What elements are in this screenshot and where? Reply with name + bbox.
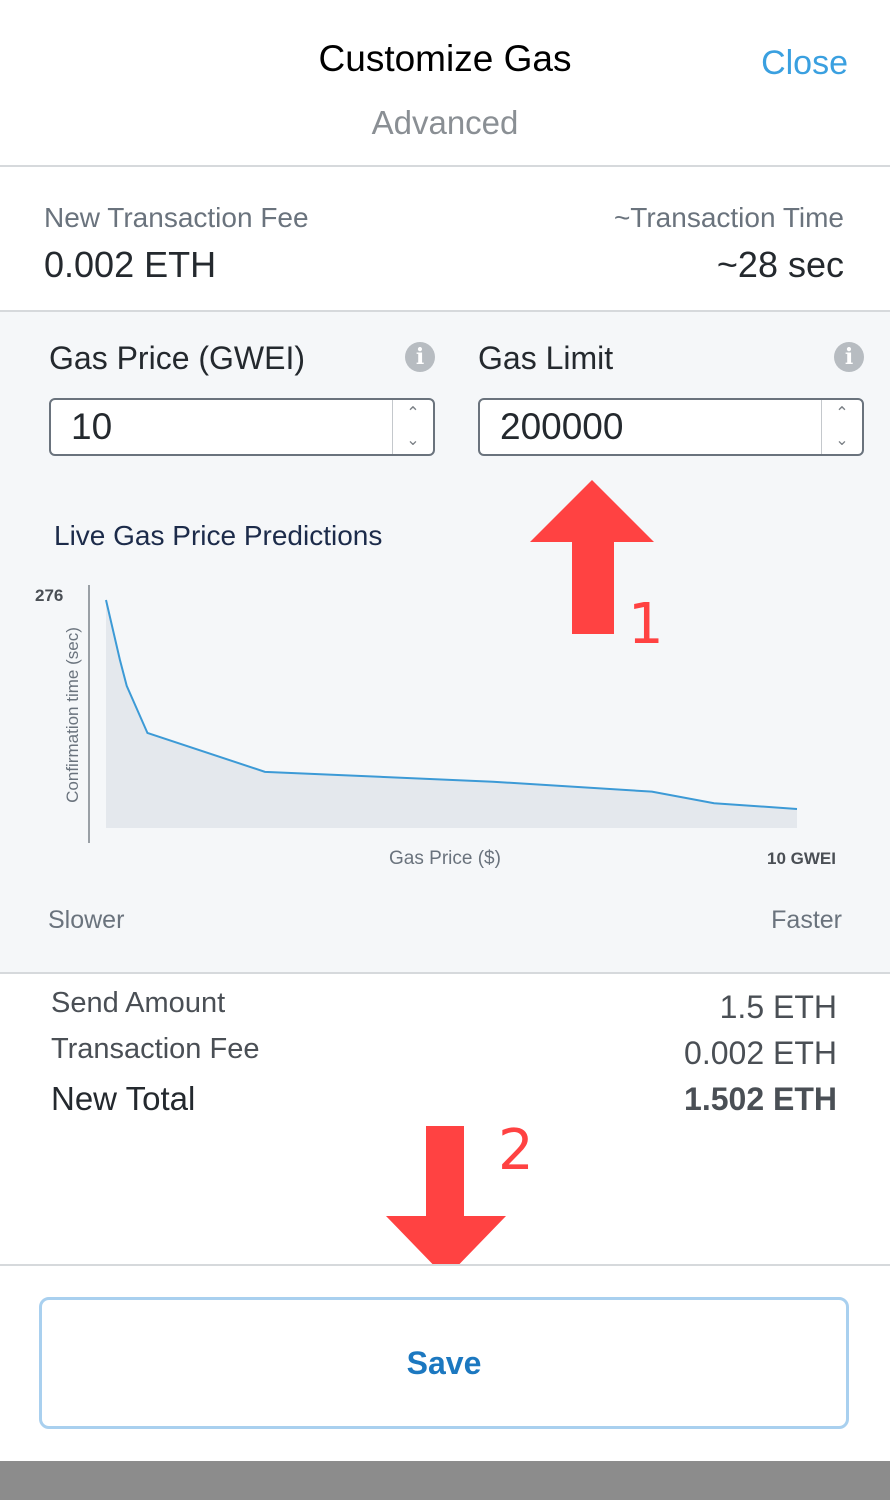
bottom-bar bbox=[0, 1461, 890, 1500]
arrow-up-annotation bbox=[530, 480, 654, 634]
transaction-fee-label: Transaction Fee bbox=[51, 1033, 260, 1065]
step-1-label: 1 bbox=[628, 592, 664, 657]
transaction-time-label: ~Transaction Time bbox=[613, 202, 844, 233]
gas-limit-field: ⌃ ⌄ bbox=[478, 398, 864, 456]
gas-limit-input[interactable] bbox=[480, 400, 824, 454]
chevron-down-icon[interactable]: ⌄ bbox=[835, 432, 849, 449]
gas-limit-stepper: ⌃ ⌄ bbox=[821, 400, 862, 454]
chevron-up-icon[interactable]: ⌃ bbox=[406, 405, 420, 422]
save-button[interactable]: Save bbox=[39, 1297, 849, 1429]
gas-price-stepper: ⌃ ⌄ bbox=[392, 400, 433, 454]
new-fee-value: 0.002 ETH bbox=[44, 244, 217, 285]
page-subtitle: Advanced bbox=[371, 104, 519, 141]
page-title: Customize Gas bbox=[318, 38, 572, 79]
series-area bbox=[106, 600, 797, 828]
chevron-down-icon[interactable]: ⌄ bbox=[406, 432, 420, 449]
y-tick-label: 276 bbox=[35, 586, 63, 605]
y-axis-label: Confirmation time (sec) bbox=[63, 627, 82, 803]
info-icon[interactable]: i bbox=[834, 342, 864, 372]
chevron-up-icon[interactable]: ⌃ bbox=[835, 405, 849, 422]
gas-price-field: ⌃ ⌄ bbox=[49, 398, 435, 456]
speed-faster-label: Faster bbox=[771, 906, 842, 934]
gas-price-chart[interactable]: 276 Confirmation time (sec) bbox=[30, 575, 820, 850]
transaction-fee-value: 0.002 ETH bbox=[684, 1035, 837, 1071]
step-2-label: 2 bbox=[498, 1118, 534, 1183]
send-amount-value: 1.5 ETH bbox=[719, 989, 837, 1025]
gas-price-input[interactable] bbox=[51, 400, 395, 454]
new-total-label: New Total bbox=[51, 1080, 196, 1117]
send-amount-label: Send Amount bbox=[51, 987, 226, 1019]
modal-header bbox=[0, 0, 890, 167]
gas-price-label: Gas Price (GWEI) bbox=[49, 340, 306, 376]
close-button[interactable]: Close bbox=[761, 44, 848, 82]
new-total-value: 1.502 ETH bbox=[684, 1081, 837, 1117]
transaction-time-value: ~28 sec bbox=[716, 244, 844, 285]
series-line bbox=[105, 599, 798, 810]
gas-limit-label: Gas Limit bbox=[478, 340, 614, 376]
new-fee-label: New Transaction Fee bbox=[44, 202, 309, 233]
arrow-down-annotation bbox=[386, 1126, 506, 1278]
x-max-label: 10 GWEI bbox=[767, 849, 836, 868]
info-icon[interactable]: i bbox=[405, 342, 435, 372]
speed-slower-label: Slower bbox=[48, 906, 125, 934]
x-axis-label: Gas Price ($) bbox=[389, 848, 501, 869]
chart-title: Live Gas Price Predictions bbox=[54, 520, 383, 551]
